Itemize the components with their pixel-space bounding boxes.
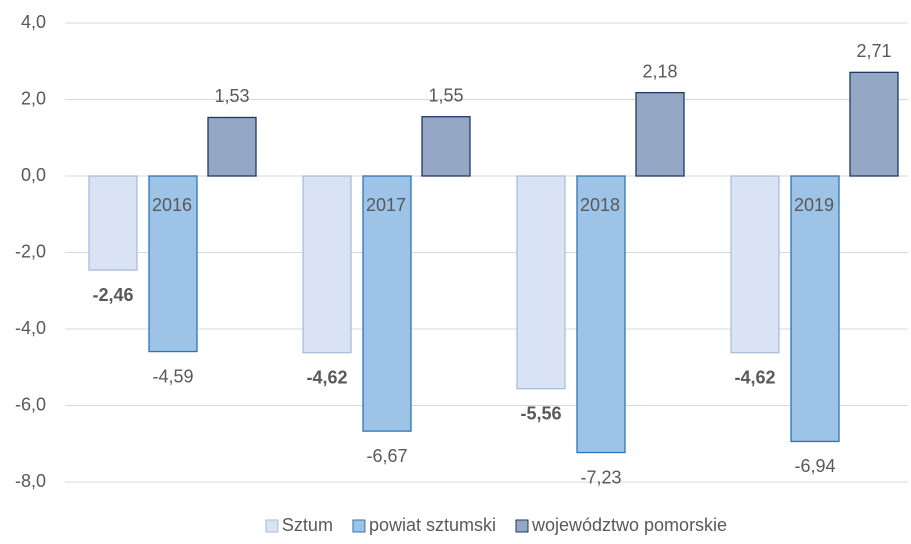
x-tick-label: 2018 (580, 195, 620, 215)
value-label: 2,71 (856, 41, 891, 61)
value-label: -5,56 (520, 403, 561, 423)
bar (88, 175, 138, 271)
bar (635, 91, 685, 177)
legend-label: Sztum (282, 515, 333, 535)
value-label: -7,23 (580, 467, 621, 487)
x-tick-label: 2019 (794, 195, 834, 215)
y-tick-label: -2,0 (15, 241, 46, 261)
bar (362, 175, 412, 432)
legend-label: powiat sztumski (369, 515, 496, 535)
value-label: -4,62 (306, 367, 347, 387)
x-tick-label: 2017 (366, 195, 406, 215)
value-label: -6,94 (794, 456, 835, 476)
legend-swatch (265, 519, 279, 533)
value-label: -6,67 (366, 446, 407, 466)
value-label: -4,59 (152, 366, 193, 386)
y-tick-label: 0,0 (21, 165, 46, 185)
y-tick-label: -4,0 (15, 318, 46, 338)
bar (576, 175, 626, 454)
value-label: 2,18 (642, 61, 677, 81)
y-tick-label: 4,0 (21, 12, 46, 32)
legend-label: województwo pomorskie (531, 515, 727, 535)
bar (849, 71, 899, 177)
bar (148, 175, 198, 353)
bar (302, 175, 352, 354)
y-tick-label: -6,0 (15, 394, 46, 414)
legend-swatch (352, 519, 366, 533)
bar (516, 175, 566, 390)
value-label: -2,46 (92, 285, 133, 305)
bar (421, 116, 471, 177)
bar (207, 116, 257, 177)
y-tick-label: -8,0 (15, 471, 46, 491)
x-tick-label: 2016 (152, 195, 192, 215)
value-label: 1,53 (214, 86, 249, 106)
legend: Sztum powiat sztumski województwo pomorski… (265, 515, 727, 535)
value-label: 1,55 (428, 85, 463, 105)
bar (790, 175, 840, 443)
legend-swatch (515, 519, 529, 533)
y-tick-label: 2,0 (21, 88, 46, 108)
value-label: -4,62 (734, 367, 775, 387)
bar (730, 175, 780, 354)
